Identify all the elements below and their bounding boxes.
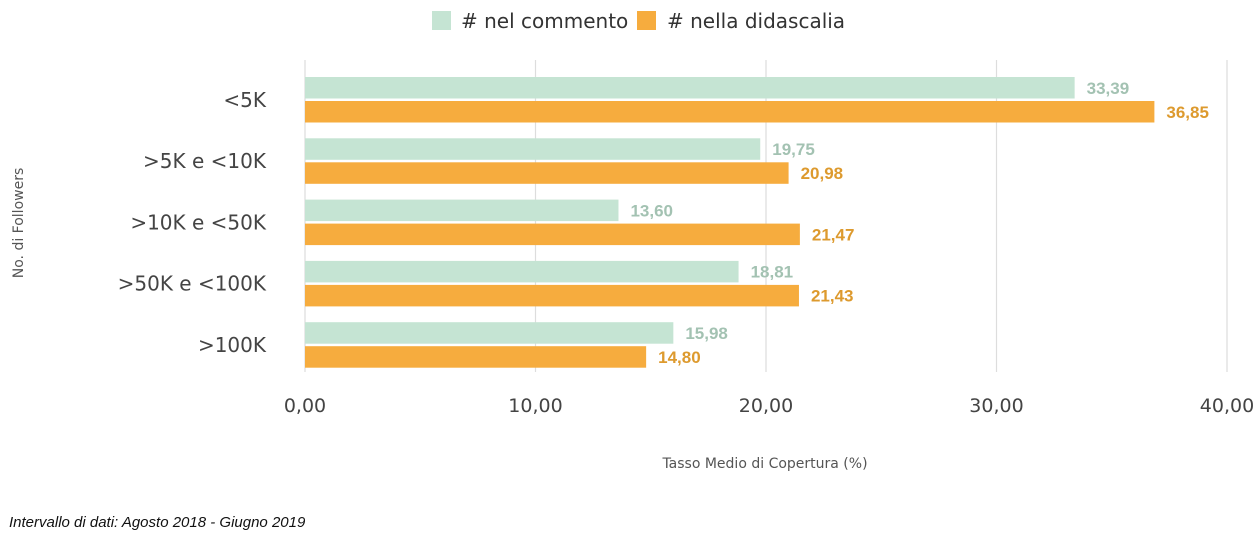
data-label: 20,98: [801, 164, 844, 183]
legend-label: # nella didascalia: [667, 9, 845, 33]
legend-swatch: [637, 11, 656, 30]
bar-commento: [305, 199, 619, 222]
bar-commento: [305, 260, 739, 283]
x-tick-label: 40,00: [1200, 395, 1254, 417]
category-label: >10K e <50K: [130, 210, 267, 234]
y-axis-title: No. di Followers: [11, 168, 27, 279]
bar-didascalia: [305, 223, 800, 246]
data-label: 33,39: [1087, 79, 1130, 98]
category-labels: <5K >5K e <10K >10K e <50K >50K e <100K >100…: [118, 88, 267, 357]
category-label: >100K: [198, 333, 267, 357]
legend-swatch: [432, 11, 451, 30]
bar-didascalia: [305, 162, 789, 184]
bars: 33,39 36,85 19,75 20,98 13,60 21,47 18,81 21,43…: [305, 77, 1209, 368]
bar-didascalia: [305, 101, 1155, 123]
category-label: >50K e <100K: [118, 272, 267, 296]
data-label: 18,81: [751, 263, 794, 282]
data-label: 36,85: [1166, 103, 1209, 122]
bar-commento: [305, 77, 1075, 99]
category-label: >5K e <10K: [143, 149, 267, 173]
legend: # nel commento # nella didascalia: [432, 9, 845, 33]
x-tick-label: 20,00: [739, 395, 793, 417]
legend-label: # nel commento: [461, 9, 628, 33]
bar-commento: [305, 322, 674, 344]
x-axis-title: Tasso Medio di Copertura (%): [661, 456, 867, 472]
footnote: Intervallo di dati: Agosto 2018 - Giugno…: [9, 514, 306, 531]
data-label: 15,98: [685, 324, 728, 343]
x-tick-label: 30,00: [969, 395, 1023, 417]
x-tick-label: 10,00: [508, 395, 562, 417]
data-label: 14,80: [658, 348, 701, 367]
data-label: 13,60: [630, 201, 673, 220]
data-label: 21,43: [811, 287, 854, 306]
bar-didascalia: [305, 284, 799, 307]
data-label: 21,47: [812, 225, 855, 244]
bar-didascalia: [305, 346, 647, 368]
data-label: 19,75: [772, 140, 815, 159]
category-label: <5K: [223, 88, 266, 112]
x-tick-labels: 0,00 10,00 20,00 30,00 40,00: [284, 395, 1254, 417]
bar-commento: [305, 138, 761, 160]
x-tick-label: 0,00: [284, 395, 326, 417]
